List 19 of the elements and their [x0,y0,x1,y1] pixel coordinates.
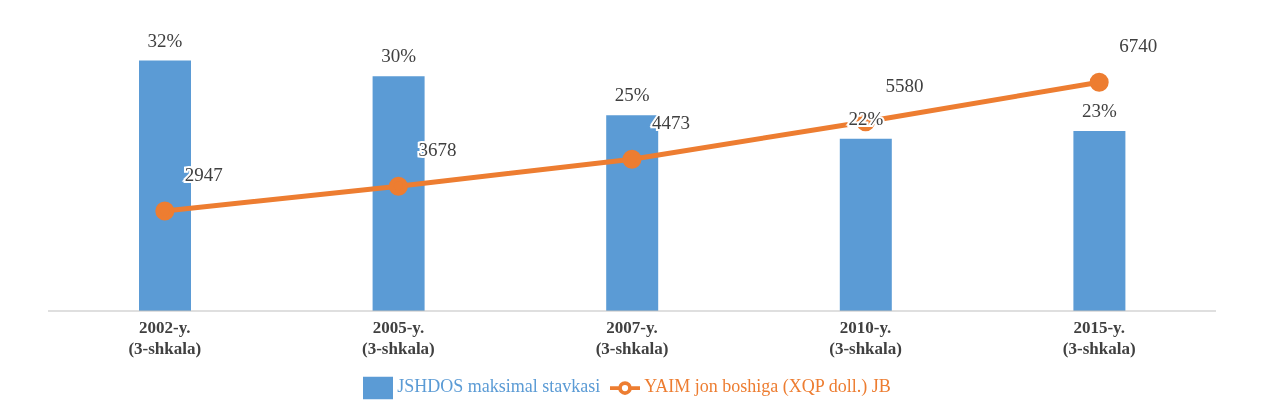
data-label: 25% [614,84,650,106]
x-tick-label: 2010-y. (3-shkala) [829,318,902,358]
x-tick-label: 2002-y. (3-shkala) [128,318,202,358]
data-label: 5580 [885,74,924,96]
x-tick-label: 2005-y. (3-shkala) [362,318,435,358]
data-label: 30% [381,45,417,67]
point [1089,72,1109,92]
legend-label: YAIM jon boshiga (XQP doll.) JB [644,376,891,397]
point [388,176,408,196]
x-tick-label: 2007-y. (3-shkala) [595,318,669,358]
point [155,201,175,221]
bar [1073,130,1126,311]
data-label: 6740 [1119,35,1158,57]
bar [839,138,892,311]
data-label: 23% [1081,99,1117,121]
x-tick-label: 2015-y. (3-shkala) [1062,318,1136,358]
point [622,149,642,169]
legend-label: JSHDOS maksimal stavkasi [397,376,601,397]
data-label: 32% [147,29,183,51]
